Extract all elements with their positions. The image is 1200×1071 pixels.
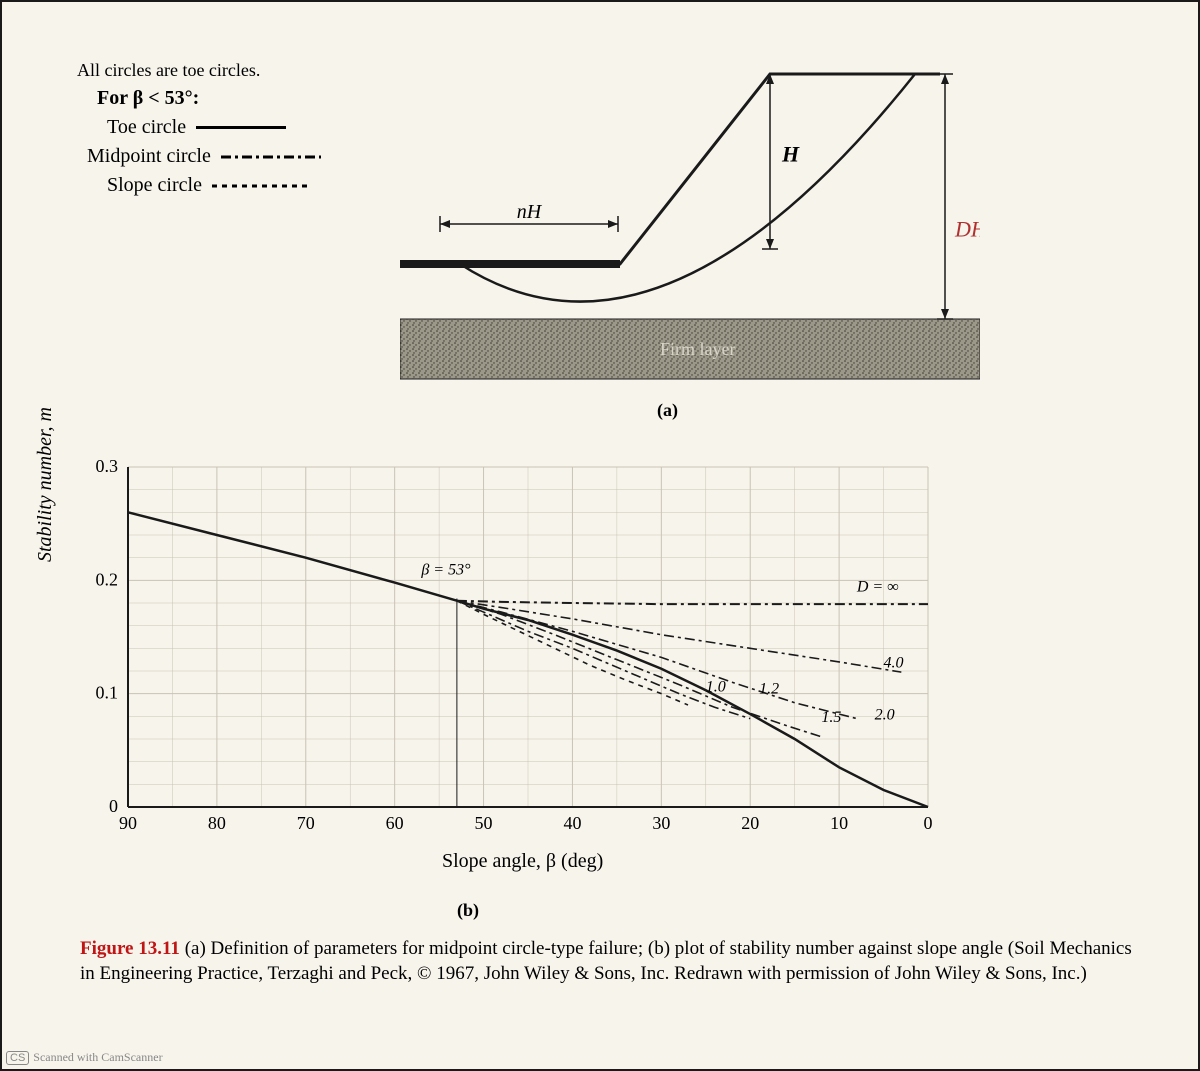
svg-text:0.1: 0.1 (96, 683, 119, 703)
caption-text: (a) Definition of parameters for midpoin… (80, 938, 1132, 984)
svg-text:D = ∞: D = ∞ (856, 579, 899, 596)
svg-text:60: 60 (386, 813, 404, 833)
legend-header: All circles are toe circles. (77, 60, 387, 81)
svg-text:1.0: 1.0 (706, 678, 726, 695)
figure-a: nH H DH Firm layer (400, 54, 980, 384)
legend-condition: For β < 53°: (97, 87, 387, 110)
caption-ref: Figure 13.11 (80, 938, 180, 959)
svg-text:0.2: 0.2 (96, 569, 119, 589)
svg-text:20: 20 (741, 813, 759, 833)
legend-item-slope: Slope circle (107, 174, 387, 197)
legend-item-toe: Toe circle (107, 116, 387, 139)
subfigure-a-label: (a) (657, 400, 678, 421)
legend-block: All circles are toe circles. For β < 53°… (77, 54, 387, 203)
scanner-badge: CS Scanned with CamScanner (2, 1046, 167, 1069)
cs-icon: CS (6, 1051, 29, 1065)
svg-text:50: 50 (475, 813, 493, 833)
svg-text:90: 90 (119, 813, 137, 833)
svg-text:DH: DH (954, 217, 980, 242)
page: All circles are toe circles. For β < 53°… (0, 0, 1200, 1071)
chart-x-label: Slope angle, β (deg) (442, 850, 603, 873)
svg-text:β = 53°: β = 53° (420, 562, 471, 579)
svg-text:H: H (781, 142, 800, 167)
chart-b: 90 80 70 60 50 40 30 20 10 0 0 0.1 0.2 0.3 β = 53° D = … (68, 457, 998, 867)
svg-text:2.0: 2.0 (875, 707, 895, 724)
svg-text:1.2: 1.2 (759, 681, 779, 698)
svg-text:4.0: 4.0 (884, 655, 904, 672)
svg-text:0: 0 (109, 796, 118, 816)
svg-text:0: 0 (924, 813, 933, 833)
chart-y-label: Stability number, m (34, 407, 57, 562)
svg-text:40: 40 (563, 813, 581, 833)
scanner-text: Scanned with CamScanner (33, 1050, 162, 1065)
subfigure-b-label: (b) (457, 900, 479, 921)
svg-text:10: 10 (830, 813, 848, 833)
figure-caption: Figure 13.11 (a) Definition of parameter… (80, 937, 1138, 986)
svg-text:80: 80 (208, 813, 226, 833)
svg-text:0.3: 0.3 (96, 457, 119, 476)
svg-text:Firm layer: Firm layer (660, 339, 735, 359)
svg-text:70: 70 (297, 813, 315, 833)
svg-text:1.5: 1.5 (821, 709, 841, 726)
svg-text:nH: nH (517, 201, 543, 223)
svg-text:30: 30 (652, 813, 670, 833)
legend-item-midpoint: Midpoint circle (87, 145, 387, 168)
